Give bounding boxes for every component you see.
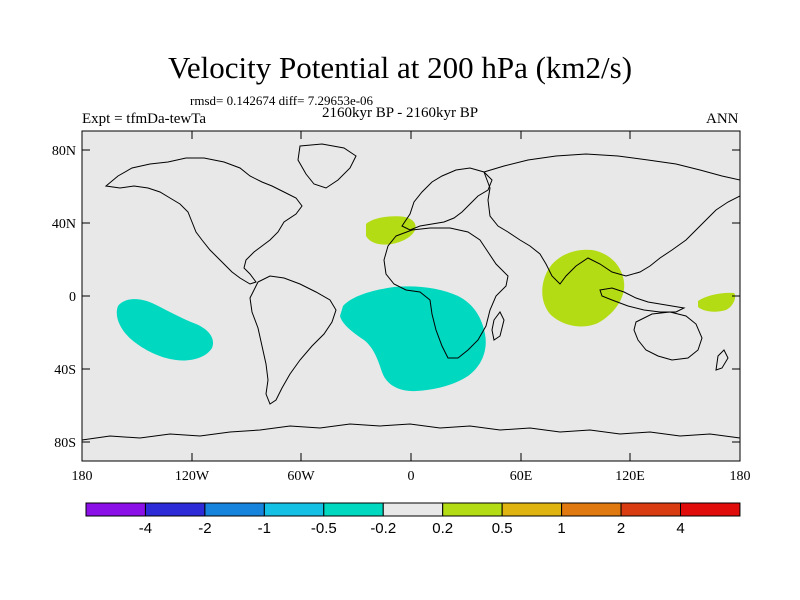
lat-labels: 80N 40N 0 40S 80S — [52, 144, 76, 451]
colorbar-label: 4 — [676, 520, 684, 537]
colorbar-box — [204, 502, 265, 517]
colorbar-label: 0.2 — [432, 520, 453, 537]
coast-antarctica — [81, 423, 741, 441]
lon-label: 180 — [730, 469, 751, 484]
colorbar-label: 0.5 — [492, 520, 513, 537]
negative-region-atlantic-africa — [340, 286, 486, 392]
colorbar-box — [561, 502, 622, 517]
coastlines — [81, 143, 741, 441]
lon-label: 120E — [615, 469, 645, 484]
lon-label: 60W — [287, 469, 315, 484]
lat-label: 40N — [52, 217, 76, 232]
lon-labels: 180 120W 60W 0 60E 120E 180 — [72, 469, 751, 484]
coast-madagascar — [491, 311, 505, 341]
lat-label: 80N — [52, 144, 76, 159]
lon-ticks — [81, 131, 741, 461]
colorbar-label: -4 — [139, 520, 152, 537]
lon-label: 120W — [175, 469, 210, 484]
coast-new-zealand — [715, 349, 729, 371]
colorbar-label: -2 — [198, 520, 211, 537]
coast-africa — [383, 227, 509, 359]
season-label: ANN — [706, 111, 739, 127]
colorbar: -4 -2 -1 -0.5 -0.2 0.2 0.5 1 2 4 — [85, 502, 741, 537]
colorbar-label: -1 — [258, 520, 271, 537]
positive-region-indian-ocean — [542, 249, 625, 327]
colorbar-box — [382, 502, 444, 517]
colorbar-box — [323, 502, 384, 517]
positive-region-west-pacific — [698, 292, 736, 312]
experiment-label: Expt = tfmDa-tewTa — [82, 111, 207, 127]
coast-north-america — [104, 157, 303, 285]
lon-label: 0 — [408, 469, 415, 484]
coast-asia — [483, 153, 741, 285]
lat-label: 80S — [54, 436, 76, 451]
stats-text: rmsd= 0.142674 diff= 7.29653e-06 — [190, 93, 374, 108]
colorbar-label: -0.2 — [370, 520, 396, 537]
colorbar-box — [501, 502, 563, 517]
colorbar-box — [144, 502, 206, 517]
colorbar-box — [263, 502, 325, 517]
period-text: 2160kyr BP - 2160kyr BP — [322, 105, 479, 121]
colorbar-label: 1 — [557, 520, 565, 537]
coast-greenland — [297, 143, 357, 189]
negative-region-pacific — [116, 299, 214, 361]
coast-south-america — [249, 275, 337, 405]
lat-label: 0 — [69, 290, 76, 305]
colorbar-box — [620, 502, 681, 517]
colorbar-box — [680, 502, 741, 517]
colorbar-labels: -4 -2 -1 -0.5 -0.2 0.2 0.5 1 2 4 — [139, 520, 685, 537]
lat-label: 40S — [54, 363, 76, 378]
contour-fills — [116, 216, 736, 392]
lat-ticks — [82, 149, 740, 443]
lon-label: 60E — [510, 469, 533, 484]
lon-label: 180 — [72, 469, 93, 484]
coast-indonesia — [599, 287, 686, 313]
plot-title: Velocity Potential at 200 hPa (km2/s) — [167, 50, 633, 85]
colorbar-box — [442, 502, 503, 517]
positive-region-mediterranean — [366, 216, 416, 245]
colorbar-label: 2 — [617, 520, 625, 537]
coast-australia — [633, 311, 703, 361]
colorbar-box — [85, 502, 146, 517]
colorbar-boxes — [85, 502, 741, 517]
coast-europe — [401, 167, 493, 231]
colorbar-label: -0.5 — [311, 520, 337, 537]
